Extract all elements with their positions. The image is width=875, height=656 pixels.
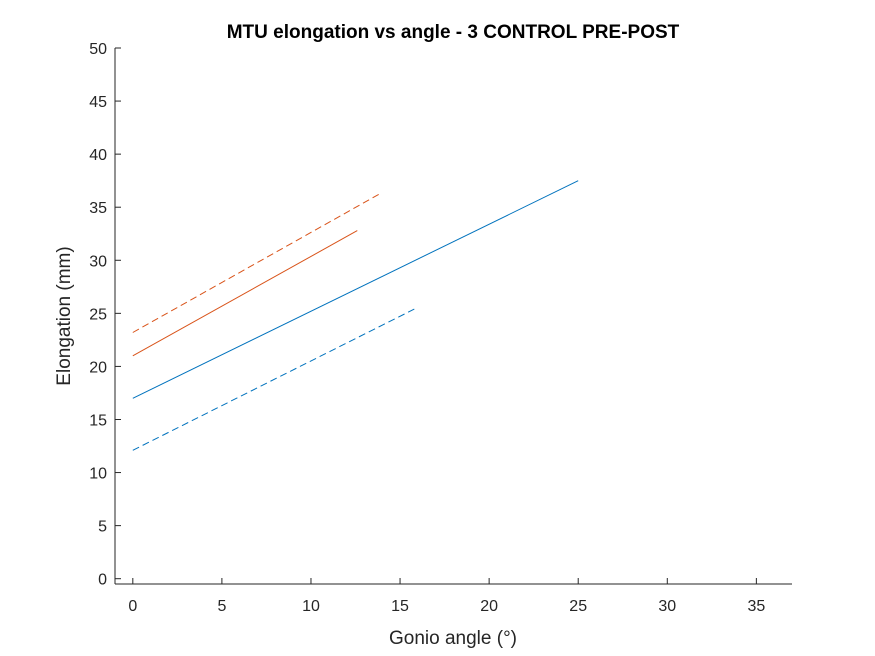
series-line-4 (132, 192, 381, 333)
y-axis-ticks: 0 5 10 15 20 25 30 35 40 45 50 (89, 41, 121, 589)
y-tick-label: 40 (89, 147, 107, 164)
y-axis-title: Elongation (mm) (54, 246, 75, 385)
y-tick-label: 15 (89, 412, 107, 429)
plot-lines (132, 180, 579, 451)
y-tick-label: 25 (89, 306, 107, 323)
y-tick-label: 5 (98, 519, 107, 536)
y-tick-label: 20 (89, 359, 107, 376)
x-tick-label: 20 (480, 598, 498, 615)
chart-title: MTU elongation vs angle - 3 CONTROL PRE-… (227, 22, 680, 43)
y-tick-label: 50 (89, 41, 107, 58)
x-tick-label: 35 (747, 598, 765, 615)
y-tick-label: 10 (89, 466, 107, 483)
y-tick-label: 0 (98, 572, 107, 589)
x-tick-label: 0 (128, 598, 137, 615)
x-tick-label: 25 (569, 598, 587, 615)
x-axis-ticks: 0 5 10 15 20 25 30 35 (128, 578, 765, 615)
x-tick-label: 30 (658, 598, 676, 615)
x-tick-label: 10 (302, 598, 320, 615)
x-tick-label: 15 (391, 598, 409, 615)
series-line-2 (132, 308, 415, 451)
x-axis-title: Gonio angle (°) (389, 628, 517, 649)
x-tick-label: 5 (217, 598, 226, 615)
y-tick-label: 35 (89, 200, 107, 217)
series-line-1 (132, 180, 579, 399)
y-tick-label: 45 (89, 94, 107, 111)
series-line-3 (132, 230, 358, 357)
y-tick-label: 30 (89, 253, 107, 270)
